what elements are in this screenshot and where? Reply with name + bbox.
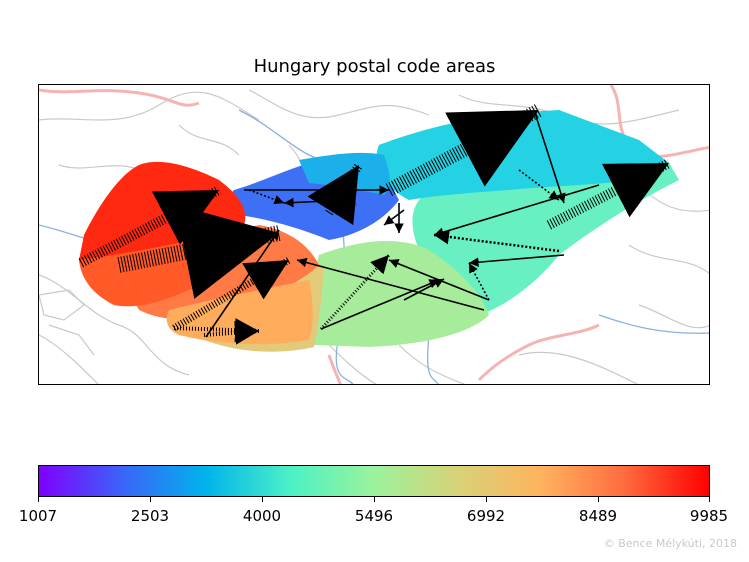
colorbar-label: 4000 — [242, 507, 282, 525]
colorbar-tick — [598, 497, 599, 502]
region-south — [310, 240, 489, 347]
colorbar-label: 2503 — [130, 507, 170, 525]
map-plot-area — [38, 84, 710, 385]
colorbar-label: 8489 — [578, 507, 618, 525]
postal-regions — [79, 110, 679, 352]
colorbar-label: 6992 — [466, 507, 506, 525]
colorbar-tick — [374, 497, 375, 502]
colorbar-label: 5496 — [354, 507, 394, 525]
colorbar-label: 9985 — [689, 507, 729, 525]
map-title: Hungary postal code areas — [253, 56, 496, 77]
colorbar-tick — [486, 497, 487, 502]
colorbar-tick — [150, 497, 151, 502]
hungary-map — [39, 85, 709, 384]
colorbar — [38, 465, 710, 497]
colorbar-label: 1007 — [18, 507, 58, 525]
route-arrows — [78, 103, 672, 345]
colorbar-tick — [709, 497, 710, 502]
colorbar-tick — [262, 497, 263, 502]
credit-text: © Bence Mélykúti, 2018 — [603, 537, 737, 550]
colorbar-tick — [38, 497, 39, 502]
